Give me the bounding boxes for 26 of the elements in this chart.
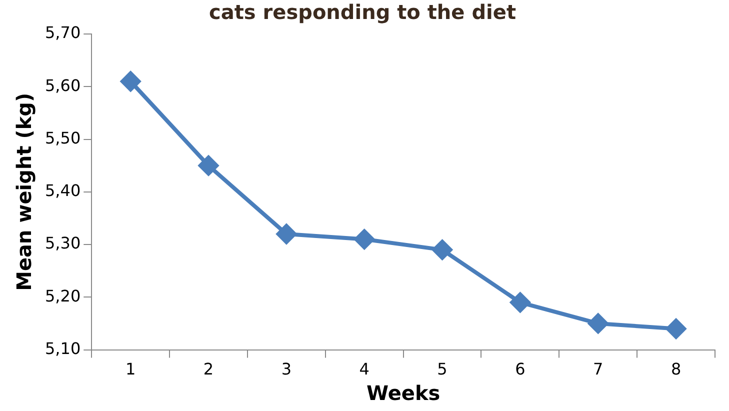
x-tick-label: 7 — [593, 360, 604, 379]
x-tick-label: 8 — [670, 360, 682, 379]
x-axis-title: Weeks — [366, 381, 440, 406]
point — [510, 292, 530, 312]
y-axis-title: Mean weight (kg) — [12, 92, 36, 291]
point — [432, 240, 452, 260]
y-tick-label: 5,40 — [45, 181, 81, 200]
x-tick-label: 4 — [359, 360, 370, 379]
point — [588, 313, 608, 334]
x-tick-label: 3 — [281, 360, 292, 379]
y-tick-label: 5,20 — [45, 286, 81, 306]
point — [120, 71, 141, 92]
y-tick-label: 5,60 — [45, 76, 81, 95]
y-tick-label: 5,10 — [45, 338, 81, 358]
point — [276, 224, 296, 244]
y-tick-label: 5,30 — [45, 234, 81, 253]
point — [198, 156, 219, 176]
x-tick-label: 5 — [437, 360, 448, 379]
point — [666, 318, 686, 339]
y-tick-label: 5,50 — [45, 128, 81, 148]
x-tick-label: 2 — [203, 360, 214, 379]
y-tick-label: 5,70 — [45, 23, 81, 42]
x-tick-label: 1 — [125, 360, 136, 379]
chart-title: cats responding to the diet — [209, 0, 516, 24]
x-tick-label: 6 — [515, 360, 526, 379]
point — [354, 229, 374, 250]
